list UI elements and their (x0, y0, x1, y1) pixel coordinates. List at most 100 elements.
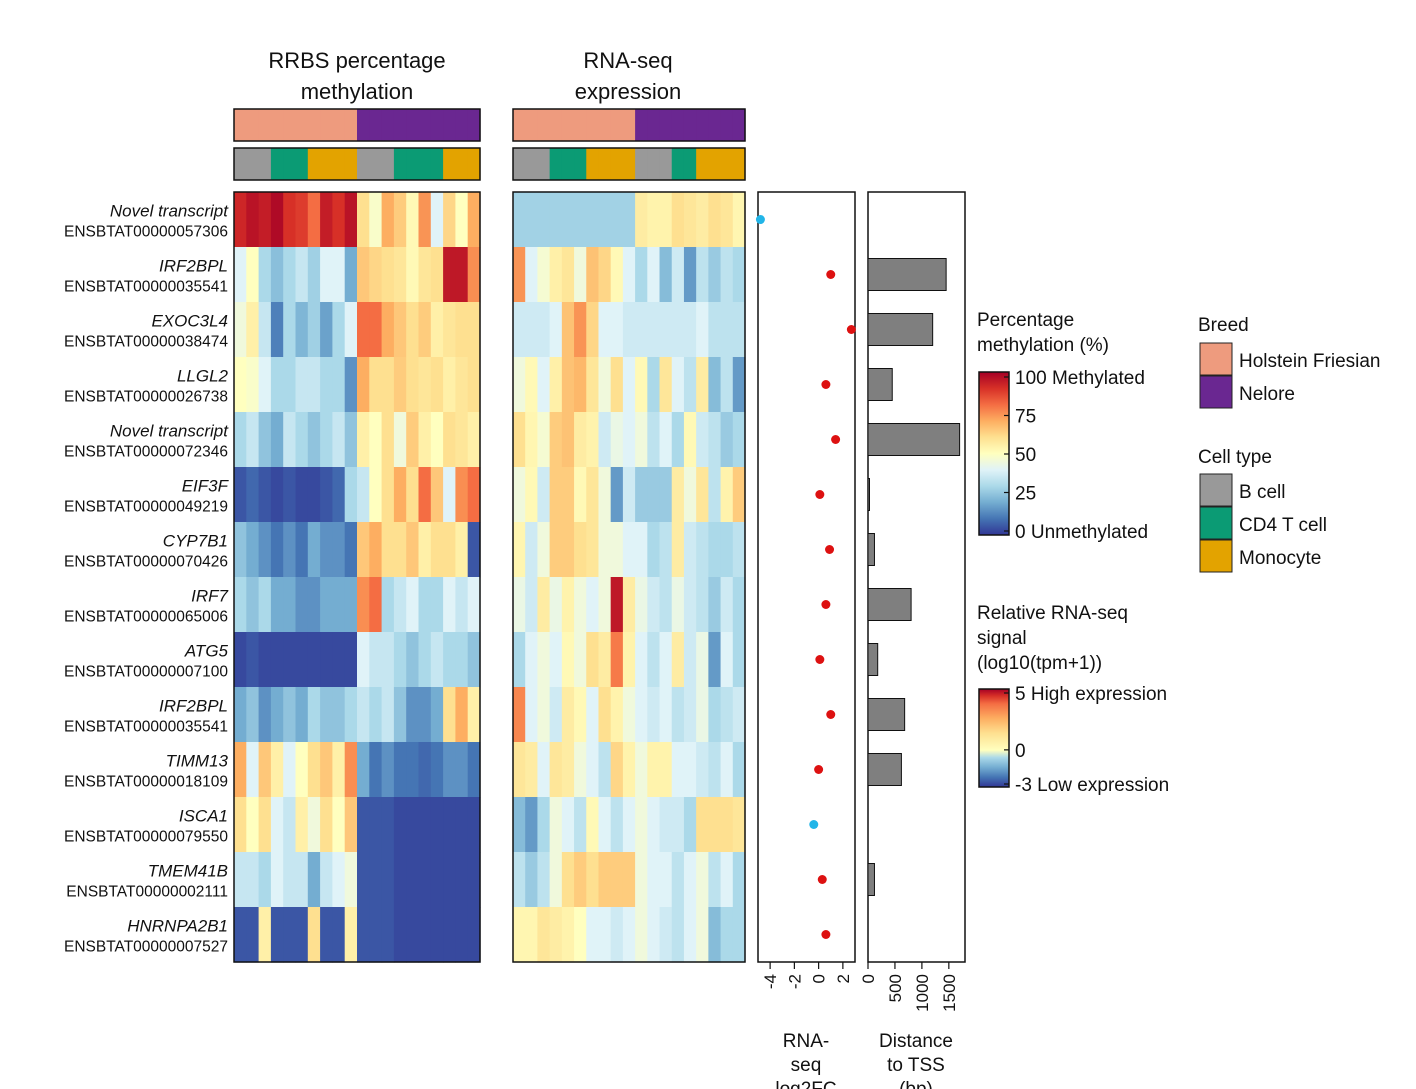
tss-bar (867, 643, 879, 676)
heatmap-cell (683, 192, 697, 248)
breed-annotation-cell (622, 109, 636, 141)
heatmap-cell (307, 192, 321, 248)
heatmap-cell (455, 357, 469, 413)
heatmap-cell (443, 357, 456, 413)
heatmap-cell (295, 687, 309, 743)
heatmap-cell (525, 907, 539, 963)
heatmap-cell (513, 687, 526, 743)
heatmap-cell (622, 797, 636, 853)
celltype-annotation-cell (393, 148, 407, 180)
heatmap-cell (708, 357, 722, 413)
heatmap-cell (381, 302, 395, 358)
heatmap-cell (683, 632, 697, 688)
methylation-legend-title-line2: methylation (%) (977, 335, 1109, 356)
heatmap-cell (258, 632, 272, 688)
celltype-annotation-cell (598, 148, 612, 180)
celltype-annotation-cell (320, 148, 333, 180)
heatmap-cell (659, 302, 673, 358)
heatmap-cell (393, 577, 407, 633)
heatmap-cell (381, 192, 395, 248)
row-gene-label: IRF2BPL (159, 697, 228, 716)
heatmap-cell (671, 742, 685, 798)
heatmap-cell (513, 357, 526, 413)
heatmap-cell (610, 687, 624, 743)
heatmap-cell (406, 467, 420, 523)
heatmap-cell (549, 907, 563, 963)
heatmap-cell (344, 247, 358, 303)
breed-annotation-cell (258, 109, 272, 141)
heatmap-cell (513, 742, 526, 798)
heatmap-cell (369, 467, 383, 523)
heatmap-cell (443, 797, 456, 853)
heatmap-cell (258, 742, 272, 798)
heatmap-cell (720, 467, 734, 523)
heatmap-cell (246, 577, 260, 633)
heatmap-cell (393, 192, 407, 248)
log2fc-axis-label-line3: log2FC (775, 1079, 836, 1089)
heatmap-cell (586, 577, 600, 633)
heatmap-cell (307, 302, 321, 358)
heatmap-cell (443, 247, 456, 303)
heatmap-cell (467, 852, 481, 908)
heatmap-cell (561, 742, 575, 798)
heatmap-cell (647, 632, 661, 688)
rnaseq-heatmap-title-line1: RNA-seq (583, 48, 672, 73)
celltype-label-bcell: B cell (1239, 482, 1285, 503)
methylation-heatmap (233, 108, 481, 963)
colorbar-tick-label: 5 High expression (1015, 684, 1167, 705)
heatmap-cell (344, 412, 358, 468)
heatmap-cell (659, 577, 673, 633)
heatmap-cell (295, 907, 309, 963)
heatmap-cell (513, 467, 526, 523)
heatmap-cell (406, 852, 420, 908)
heatmap-cell (430, 302, 444, 358)
heatmap-cell (234, 247, 247, 303)
heatmap-cell (406, 412, 420, 468)
breed-annotation-cell (647, 109, 661, 141)
row-id-label: ENSBTAT00000049219 (64, 499, 228, 516)
celltype-annotation-cell (467, 148, 481, 180)
heatmap-cell (258, 687, 272, 743)
celltype-annotation-cell (418, 148, 432, 180)
heatmap-cell (320, 797, 333, 853)
heatmap-cell (246, 852, 260, 908)
heatmap-cell (549, 467, 563, 523)
heatmap-cell (443, 577, 456, 633)
heatmap-cell (683, 467, 697, 523)
celltype-annotation-cell (406, 148, 420, 180)
heatmap-cell (635, 357, 648, 413)
heatmap-cell (283, 247, 297, 303)
log2fc-point (826, 710, 836, 719)
breed-annotation-cell (369, 109, 383, 141)
heatmap-cell (598, 412, 612, 468)
heatmap-cell (418, 632, 432, 688)
heatmap-cell (635, 192, 648, 248)
heatmap-cell (418, 687, 432, 743)
heatmap-cell (683, 247, 697, 303)
heatmap-cell (393, 687, 407, 743)
heatmap-cell (344, 522, 358, 578)
heatmap-cell (537, 907, 551, 963)
heatmap-cell (307, 247, 321, 303)
heatmap-cell (369, 302, 383, 358)
heatmap-cell (381, 687, 395, 743)
celltype-annotation-cell (683, 148, 697, 180)
heatmap-cell (455, 742, 469, 798)
heatmap-cell (234, 687, 247, 743)
log2fc-point (826, 270, 836, 279)
breed-annotation-cell (344, 109, 358, 141)
heatmap-cell (270, 522, 284, 578)
heatmap-cell (549, 192, 563, 248)
breed-annotation-cell (732, 109, 746, 141)
heatmap-cell (635, 852, 648, 908)
heatmap-cell (537, 247, 551, 303)
heatmap-cell (525, 192, 539, 248)
heatmap-cell (320, 302, 333, 358)
heatmap-cell (732, 357, 746, 413)
heatmap-cell (307, 852, 321, 908)
heatmap-cell (525, 467, 539, 523)
heatmap-cell (647, 192, 661, 248)
heatmap-cell (732, 907, 746, 963)
breed-annotation-cell (683, 109, 697, 141)
heatmap-cell (246, 302, 260, 358)
